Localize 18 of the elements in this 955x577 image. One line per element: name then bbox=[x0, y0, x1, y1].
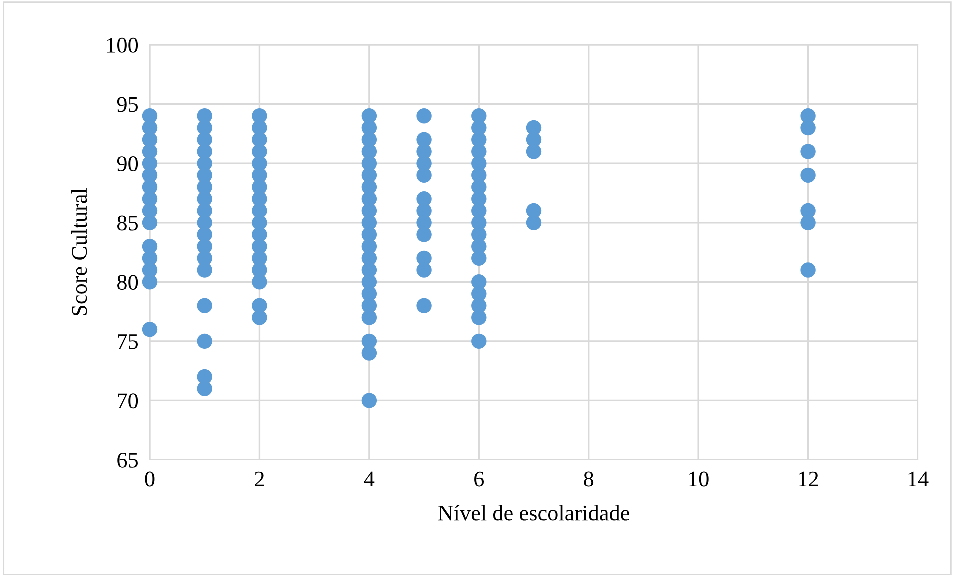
y-tick-label: 80 bbox=[118, 275, 138, 290]
x-tick-label: 8 bbox=[584, 472, 594, 487]
y-tick-label: 85 bbox=[118, 216, 138, 231]
y-tick-label: 90 bbox=[117, 156, 138, 172]
y-tick-label: 65 bbox=[118, 452, 138, 468]
x-tick-label: 10 bbox=[689, 472, 709, 487]
y-tick-label: 100 bbox=[108, 38, 138, 53]
x-tick-label: 0 bbox=[145, 472, 155, 487]
x-tick-label: 12 bbox=[799, 472, 818, 487]
x-tick-label: 2 bbox=[255, 472, 264, 487]
x-tick-label: 6 bbox=[474, 472, 484, 487]
x-tick-label: 14 bbox=[908, 472, 929, 487]
y-axis-title: Score Cultural bbox=[72, 188, 88, 316]
x-tick-label: 4 bbox=[364, 472, 375, 487]
y-tick-label: 95 bbox=[117, 97, 138, 112]
y-tick-label: 75 bbox=[118, 334, 138, 350]
x-axis-title: Nível de escolaridade bbox=[438, 505, 630, 521]
y-tick-label: 70 bbox=[118, 394, 138, 409]
